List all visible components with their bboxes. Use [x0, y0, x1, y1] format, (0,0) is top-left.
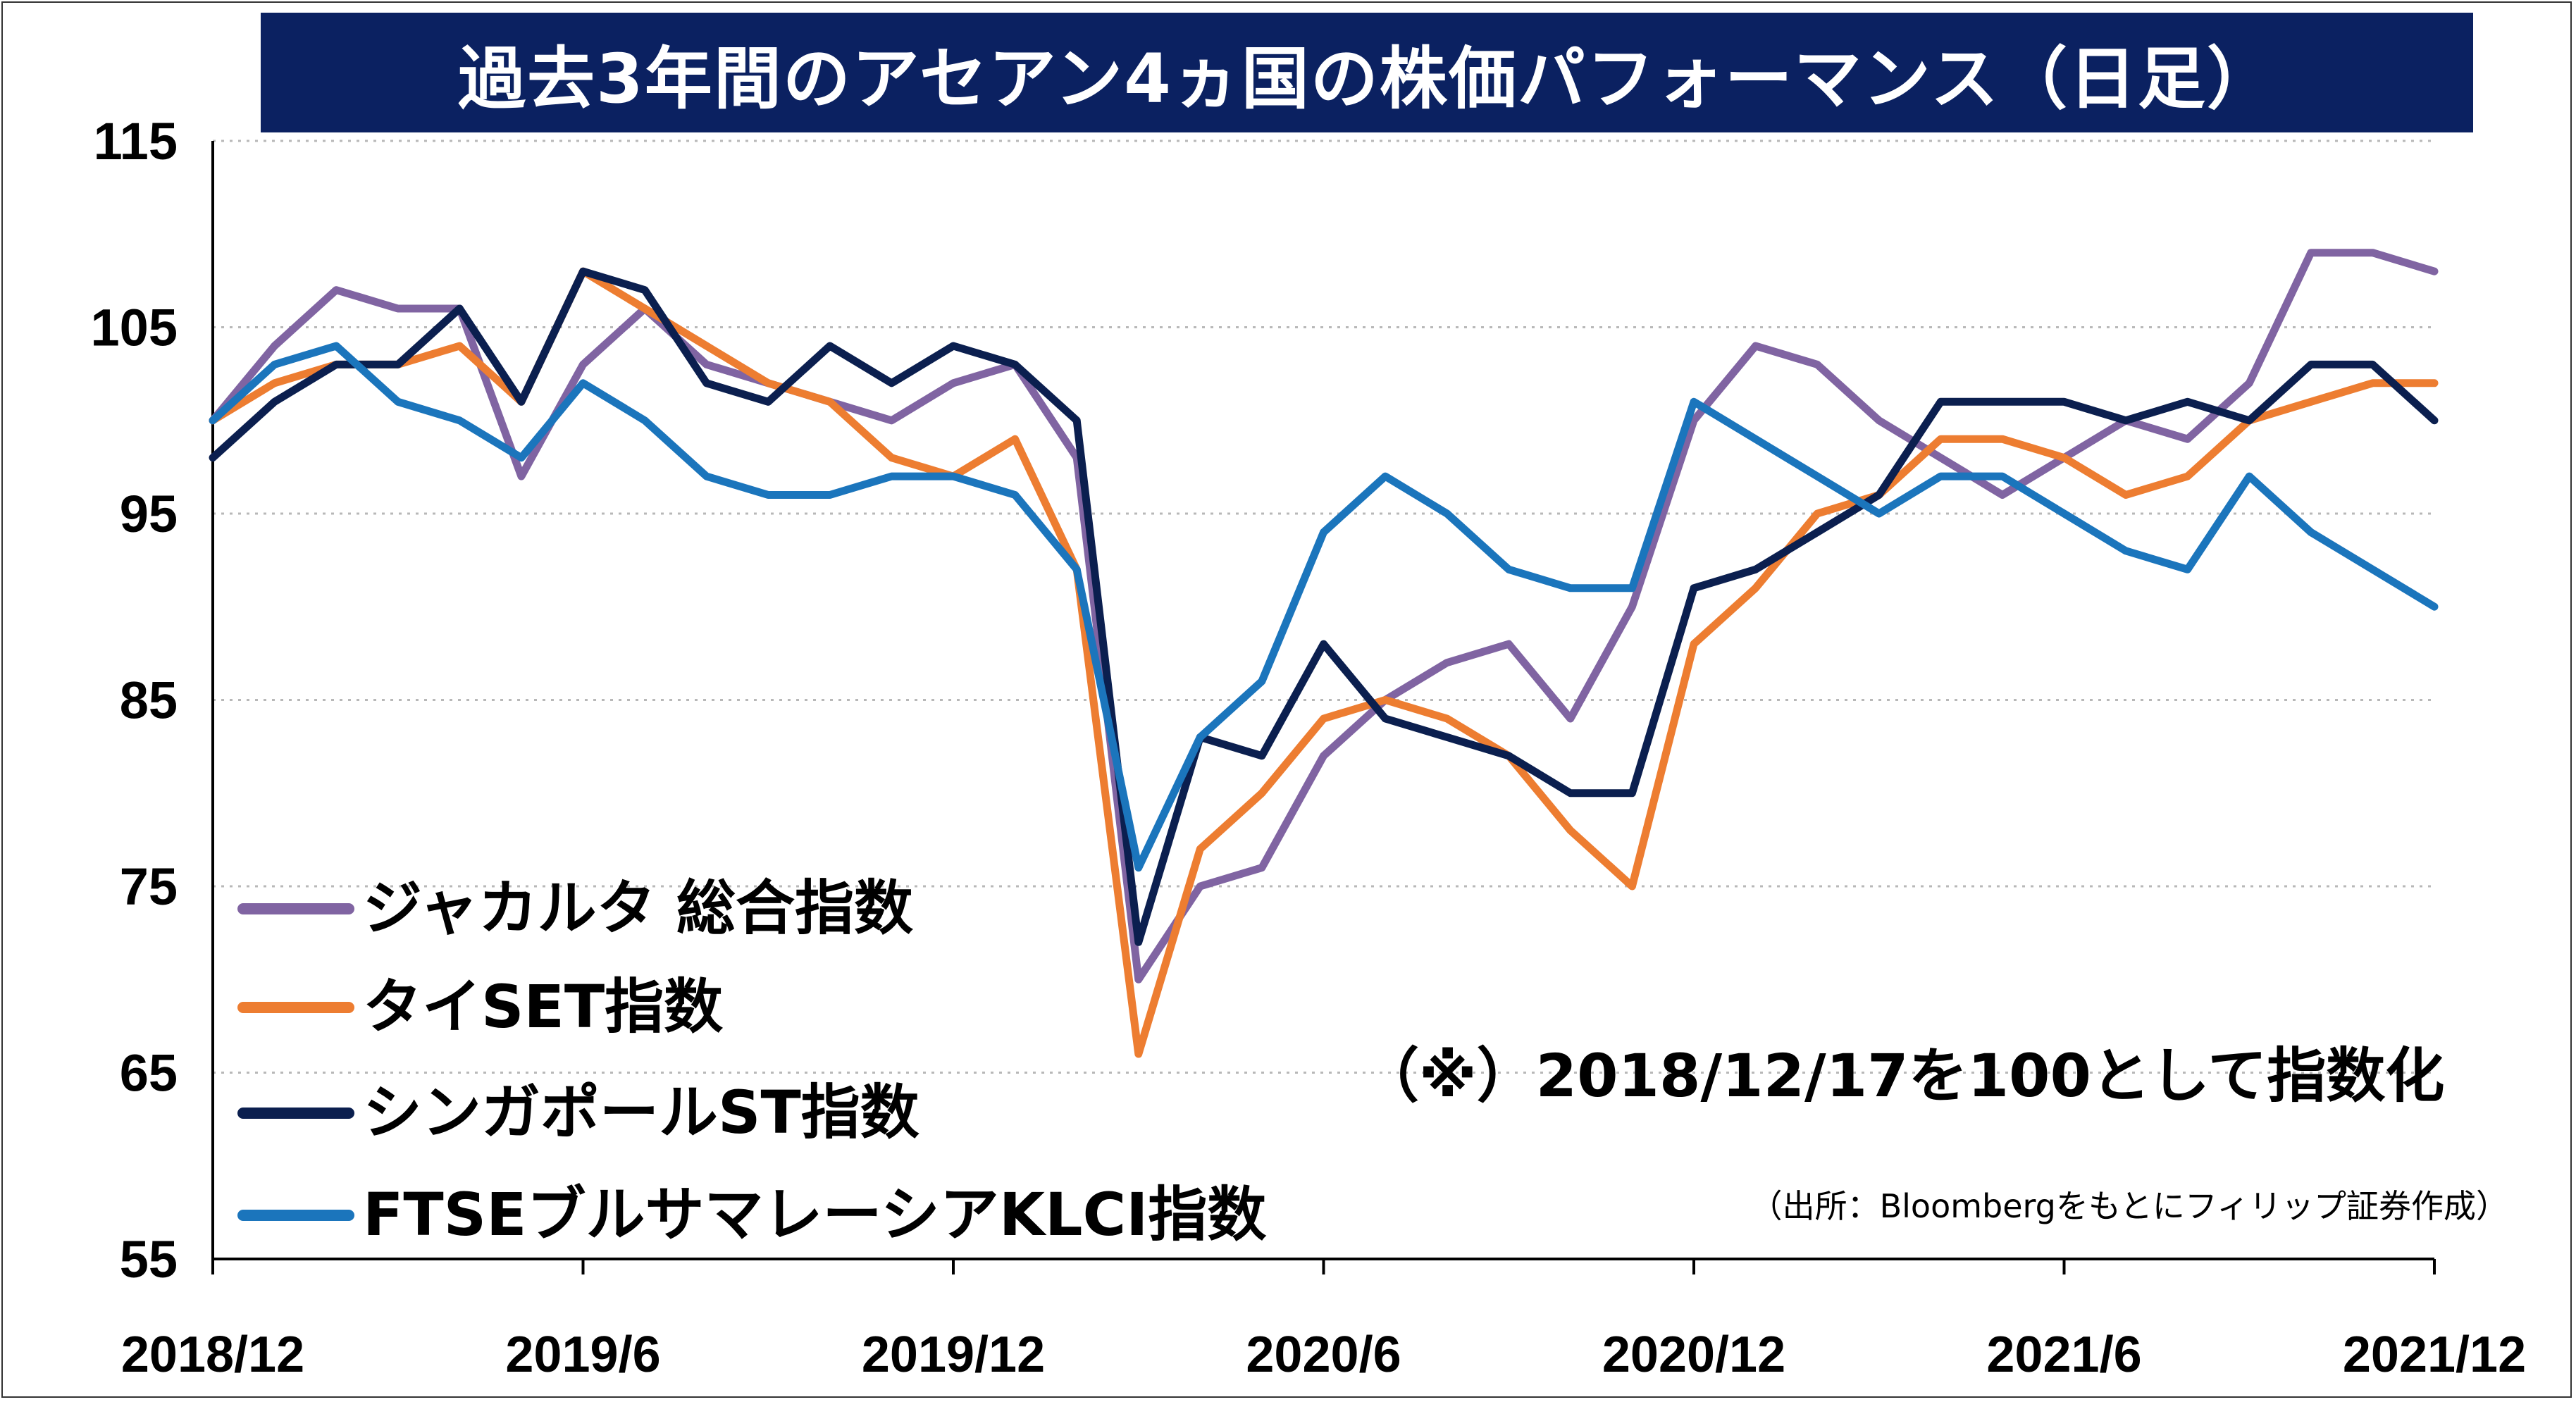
y-tick-label: 115: [94, 112, 178, 170]
y-tick-label: 105: [91, 299, 178, 357]
chart-title: 過去3年間のアセアン4ヵ国の株価パフォーマンス（日足）: [458, 39, 2276, 118]
y-tick-label: 95: [120, 485, 178, 543]
y-tick-label: 65: [120, 1044, 178, 1103]
y-tick-label: 75: [120, 857, 178, 916]
normalization-note: （※）2018/12/17を100として指数化: [1360, 1041, 2444, 1110]
x-tick-label: 2021/12: [2343, 1327, 2526, 1383]
legend-label-3: シンガポールST指数: [363, 1078, 919, 1147]
x-tick-label: 2020/12: [1602, 1327, 1785, 1383]
y-tick-label: 55: [120, 1230, 178, 1289]
series-line-4: [209, 342, 2439, 872]
x-tick-label: 2019/6: [505, 1327, 660, 1383]
series-line-3: [209, 267, 2439, 946]
source-note: （出所：Bloombergをもとにフィリップ証券作成）: [1750, 1187, 2508, 1225]
legend-label-2: タイSET指数: [363, 972, 723, 1041]
legend-label-1: ジャカルタ 総合指数: [363, 874, 913, 943]
series-lines: [209, 249, 2439, 1058]
x-tick-label: 2020/6: [1246, 1327, 1401, 1383]
title-bar: 過去3年間のアセアン4ヵ国の株価パフォーマンス（日足）: [261, 13, 2473, 132]
legend-label-4: FTSEブルサマレーシアKLCI指数: [363, 1180, 1266, 1249]
y-tick-label: 85: [120, 671, 178, 730]
x-tick-label: 2021/6: [1986, 1327, 2141, 1383]
series-line-1: [209, 249, 2439, 984]
x-tick-label: 2019/12: [862, 1327, 1045, 1383]
x-tick-label: 2018/12: [121, 1327, 304, 1383]
axes: 115 105 95 85 75 65 55 2018/12 2019/6 2019/12 2020…: [91, 112, 2527, 1383]
